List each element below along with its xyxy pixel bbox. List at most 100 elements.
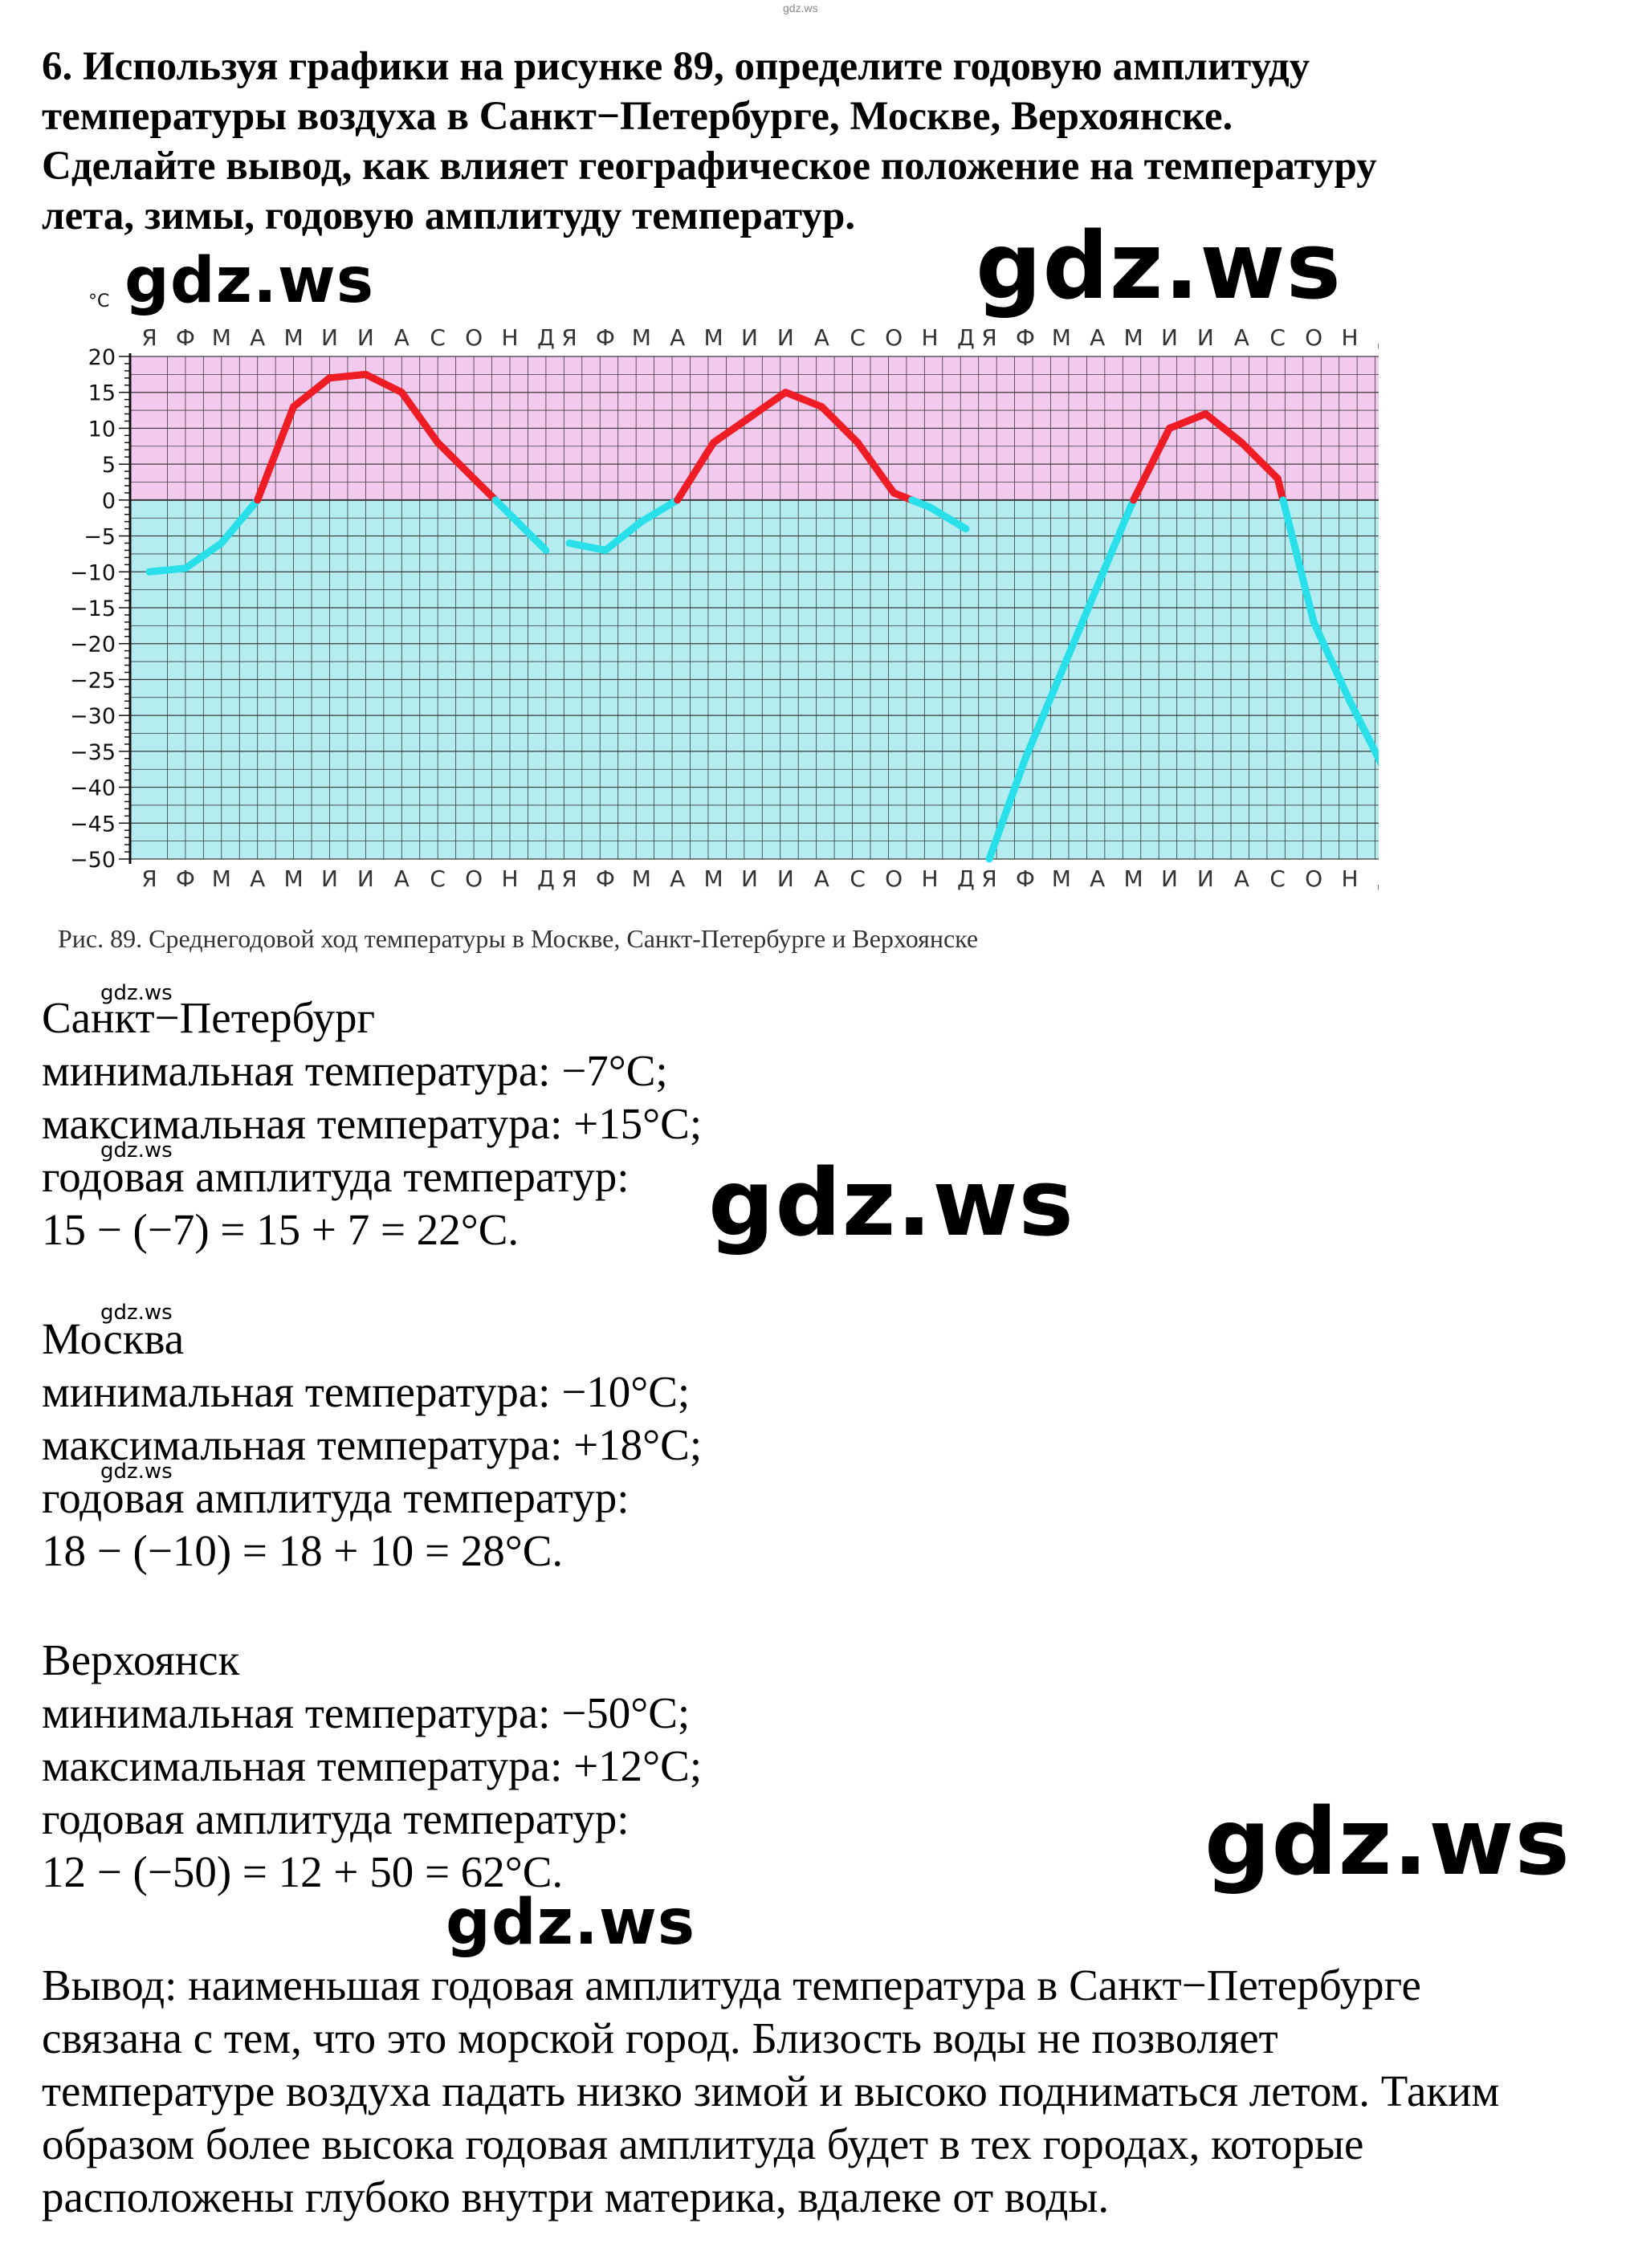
month-label-top: М — [284, 324, 304, 351]
city-name: Санкт−Петербург — [42, 993, 376, 1042]
amplitude-label: годовая амплитуда температур: — [42, 1473, 630, 1522]
month-label-top: И — [777, 324, 794, 351]
month-label-top: Д — [537, 324, 555, 351]
month-label-top: Ф — [176, 324, 195, 351]
month-label-top: М — [632, 324, 651, 351]
month-label-top: А — [394, 324, 410, 351]
temperature-chart: 20 15 10 5 0 −5 −10 −15 −20 −25 −30 −35 −40 −45 −50 °С Я… — [58, 291, 1379, 953]
month-label-top: О — [465, 324, 483, 351]
y-tick-label: −5 — [84, 525, 116, 550]
question-line: 6. Используя графики на рисунке 89, опре… — [42, 44, 1310, 89]
amplitude-label: годовая амплитуда температур: — [42, 1794, 630, 1843]
month-label-bottom: Ф — [596, 865, 615, 892]
watermark: gdz.ws — [1204, 1789, 1571, 1896]
y-tick-label: −45 — [70, 812, 116, 837]
watermark: gdz.ws — [976, 213, 1342, 320]
series-2-segment — [817, 403, 862, 446]
series-1-segment — [397, 389, 442, 446]
month-label-top: М — [704, 324, 723, 351]
month-label-bottom: С — [430, 865, 446, 892]
city-name: Верхоянск — [42, 1635, 240, 1684]
month-label-bottom: И — [1161, 865, 1178, 892]
month-label-bottom: Д — [1377, 865, 1379, 892]
month-label-bottom: И — [1197, 865, 1214, 892]
month-label-top: С — [850, 324, 866, 351]
series-1-segment — [326, 370, 369, 382]
month-label-bottom: С — [1269, 865, 1286, 892]
min-temp: минимальная температура: −10°С; — [42, 1367, 691, 1416]
month-label-top: А — [1090, 324, 1105, 351]
watermark-small: gdz.ws — [100, 1301, 173, 1325]
month-label-top: М — [1124, 324, 1143, 351]
month-label-top: М — [212, 324, 231, 351]
amplitude-calc: 18 − (−10) = 18 + 10 = 28°С. — [42, 1526, 564, 1575]
y-tick-label: −10 — [70, 560, 116, 585]
month-label-bottom: Ф — [176, 865, 195, 892]
watermark: gdz.ws — [708, 1150, 1074, 1257]
y-tick-label: −35 — [70, 740, 116, 765]
y-tick-label: 10 — [88, 417, 116, 442]
watermark-small: gdz.ws — [100, 981, 173, 1005]
month-label-bottom: А — [394, 865, 410, 892]
series-3-segment — [1166, 410, 1209, 432]
month-label-top: О — [1305, 324, 1322, 351]
series-3-segment — [1094, 496, 1138, 590]
answer-verkhoyansk: Верхоянск минимальная температура: −50°С… — [42, 1634, 702, 1899]
month-label-bottom: С — [850, 865, 866, 892]
top-watermark: gdz.ws — [783, 2, 818, 14]
month-label-top: Я — [981, 324, 996, 351]
watermark-small: gdz.ws — [100, 1460, 173, 1484]
month-label-top: Н — [501, 324, 518, 351]
max-temp: максимальная температура: +12°С; — [42, 1741, 703, 1790]
month-label-bottom: Н — [1341, 865, 1358, 892]
series-1-segment — [181, 540, 226, 572]
y-tick-label: 15 — [88, 381, 116, 406]
month-label-top: С — [430, 324, 446, 351]
month-label-bottom: Я — [561, 865, 577, 892]
y-tick-label: −40 — [70, 776, 116, 801]
month-label-top: Д — [1377, 324, 1379, 351]
chart-caption: Рис. 89. Среднегодовой ход температуры в… — [58, 924, 978, 953]
month-label-bottom: О — [885, 865, 903, 892]
month-label-top: Н — [1341, 324, 1358, 351]
y-tick-label: −25 — [70, 668, 116, 693]
series-1-segment — [434, 438, 478, 483]
series-2-segment — [710, 413, 753, 446]
y-tick-label: −20 — [70, 633, 116, 658]
month-label-top: И — [1197, 324, 1214, 351]
y-tick-label: −30 — [70, 704, 116, 729]
series-3-segment — [1279, 496, 1318, 626]
question-line: Сделайте вывод, как влияет географическо… — [42, 144, 1377, 189]
series-2-segment — [926, 503, 970, 533]
month-label-top: А — [1234, 324, 1249, 351]
month-label-bottom: Я — [141, 865, 157, 892]
month-label-bottom: Д — [537, 865, 555, 892]
month-label-top: Ф — [596, 324, 615, 351]
conclusion-line: связана с тем, что это морской город. Бл… — [42, 2014, 1278, 2062]
y-tick-label: 0 — [102, 489, 116, 514]
series-2-segment — [781, 389, 825, 411]
conclusion-line: образом более высока годовая амплитуда б… — [42, 2119, 1364, 2168]
month-label-bottom: Н — [501, 865, 518, 892]
amplitude-calc: 15 − (−7) = 15 + 7 = 22°С. — [42, 1205, 520, 1254]
series-2-segment — [601, 518, 646, 554]
month-label-bottom: М — [212, 865, 231, 892]
series-3-segment — [1021, 668, 1066, 763]
series-1-segment — [254, 403, 298, 504]
series-1-segment — [470, 474, 499, 504]
question-text: 6. Используя графики на рисунке 89, опре… — [42, 42, 1599, 241]
amplitude-calc: 12 − (−50) = 12 + 50 = 62°С. — [42, 1847, 564, 1896]
month-label-bottom: А — [1234, 865, 1249, 892]
month-label-bottom: Ф — [1016, 865, 1035, 892]
city-name: Москва — [42, 1314, 185, 1363]
unit-label: °С — [88, 291, 109, 311]
watermark-small: gdz.ws — [100, 1138, 173, 1163]
month-label-top: Н — [921, 324, 938, 351]
month-label-bottom: Я — [981, 865, 996, 892]
conclusion-line: температуре воздуха падать низко зимой и… — [42, 2066, 1500, 2115]
watermark: gdz.ws — [124, 245, 375, 317]
conclusion-line: расположены глубоко внутри материка, вда… — [42, 2172, 1110, 2221]
series-3-segment — [1273, 474, 1287, 504]
month-label-top: Я — [141, 324, 157, 351]
month-label-bottom: А — [1090, 865, 1105, 892]
